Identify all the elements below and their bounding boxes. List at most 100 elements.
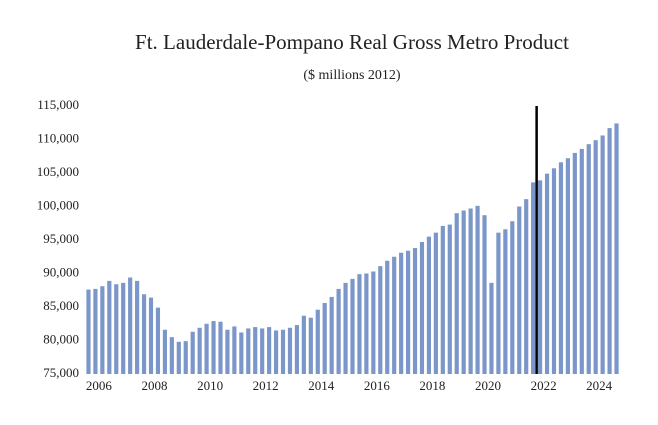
bar [225,329,230,374]
bar [287,327,293,374]
bar [419,242,425,374]
bar [86,289,91,374]
bar [260,328,265,374]
bar [239,332,244,374]
bar [468,208,473,374]
x-tick-label: 2008 [141,378,167,393]
bar [565,158,570,374]
bar [294,325,299,374]
bar [197,327,202,374]
bar [538,180,543,374]
x-tick-label: 2018 [419,378,445,393]
y-tick-label: 110,000 [37,130,79,145]
bar [169,337,174,374]
bar [503,229,508,374]
bar [551,168,557,374]
bar [114,284,119,374]
bar [308,317,313,374]
bar [343,282,348,374]
bar [329,296,334,374]
y-tick-label: 75,000 [43,365,79,380]
bar [350,278,355,374]
x-tick-label: 2010 [197,378,223,393]
bar [336,288,341,374]
bar [280,329,286,374]
y-tick-label: 80,000 [43,331,79,346]
bar [461,210,466,374]
bar [315,309,320,374]
bar [100,286,105,374]
bar [496,232,501,374]
bar [176,341,181,374]
bar [524,199,529,374]
bar [246,328,251,374]
bar [273,330,279,374]
bar [579,148,584,374]
bar [385,260,390,374]
y-tick-label: 90,000 [43,264,79,279]
bar [371,271,376,374]
bar [600,135,605,374]
bar [128,277,133,374]
bar [489,282,494,374]
bar [107,280,112,374]
bar [440,225,445,374]
bar [357,274,362,374]
bar [121,282,126,374]
bar [517,206,522,374]
x-tick-label: 2016 [364,378,391,393]
bar [218,321,223,374]
bar [378,266,383,374]
x-tick-label: 2024 [586,378,613,393]
bar [454,213,459,374]
y-tick-label: 100,000 [37,197,79,212]
bar [482,215,487,374]
bar [607,128,612,374]
bar [267,327,272,374]
x-tick-label: 2006 [86,378,113,393]
bar [510,221,515,374]
y-tick-label: 115,000 [37,97,79,112]
bar [406,250,411,374]
bar [447,224,452,374]
chart-subtitle: ($ millions 2012) [303,68,401,83]
bar [135,280,140,374]
chart-title: Ft. Lauderdale-Pompano Real Gross Metro … [135,30,569,54]
bar [614,123,619,374]
bar [433,232,438,374]
bar [322,302,327,374]
bar [155,307,161,374]
bar [253,327,258,374]
bar [593,140,598,374]
x-tick-label: 2012 [253,378,279,393]
bar [232,326,237,374]
bar [190,331,195,374]
bar [211,321,216,374]
y-tick-label: 95,000 [43,231,79,246]
bar [364,273,369,374]
x-tick-label: 2020 [475,378,501,393]
bar [148,297,154,374]
bar [399,252,404,374]
bar [392,256,397,374]
x-tick-label: 2022 [531,378,557,393]
bar [475,205,480,374]
y-tick-label: 85,000 [43,298,79,313]
bar [426,236,432,374]
bar [531,182,536,374]
bar [558,162,564,374]
bar [301,315,306,374]
bar [586,144,591,374]
bar [183,341,188,374]
bar [93,288,98,374]
bar [544,173,550,374]
x-tick-label: 2014 [308,378,335,393]
bar [572,152,577,374]
bar [141,294,147,374]
bar [204,323,209,374]
y-tick-label: 105,000 [37,164,79,179]
bar [162,329,167,374]
bar [412,248,418,374]
